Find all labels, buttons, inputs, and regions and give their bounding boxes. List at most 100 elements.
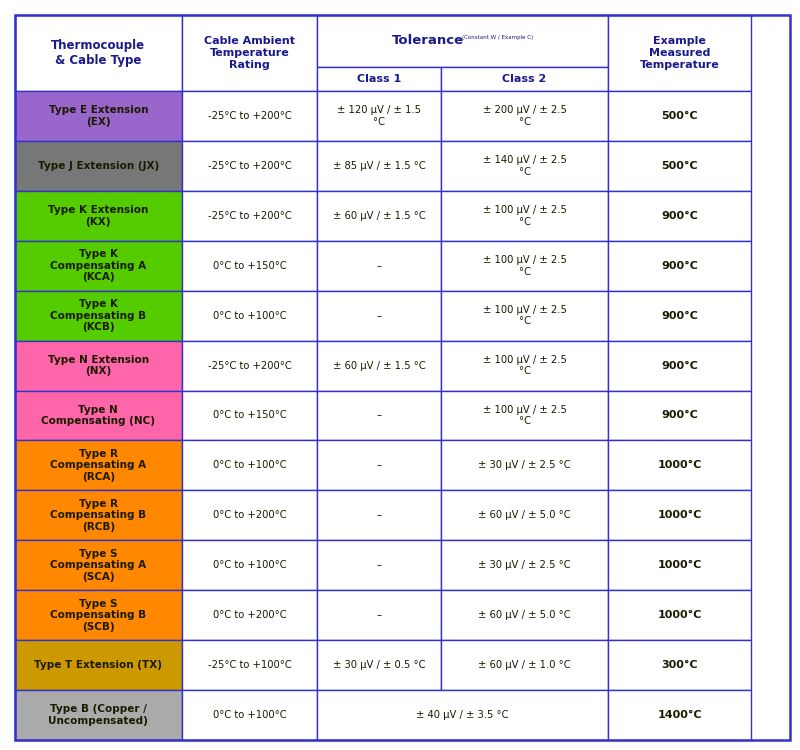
Bar: [15, 690, 182, 740]
Bar: [608, 15, 751, 91]
Bar: [318, 67, 442, 91]
Bar: [182, 141, 318, 190]
Bar: [608, 440, 751, 491]
Text: Type J Extension (JX): Type J Extension (JX): [38, 161, 159, 171]
Bar: [318, 340, 442, 391]
Text: 500°C: 500°C: [662, 161, 698, 171]
Bar: [608, 340, 751, 391]
Bar: [15, 190, 182, 241]
Bar: [182, 540, 318, 590]
Bar: [608, 590, 751, 640]
Bar: [15, 590, 182, 640]
Bar: [318, 141, 442, 190]
Text: ± 100 μV / ± 2.5
°C: ± 100 μV / ± 2.5 °C: [482, 255, 566, 277]
Text: -25°C to +200°C: -25°C to +200°C: [207, 211, 291, 220]
Text: 0°C to +150°C: 0°C to +150°C: [213, 261, 286, 271]
Text: 0°C to +200°C: 0°C to +200°C: [213, 610, 286, 620]
Bar: [15, 141, 182, 190]
Text: 0°C to +100°C: 0°C to +100°C: [213, 560, 286, 570]
Bar: [182, 391, 318, 440]
Text: ± 85 μV / ± 1.5 °C: ± 85 μV / ± 1.5 °C: [333, 161, 426, 171]
Text: 0°C to +100°C: 0°C to +100°C: [213, 310, 286, 321]
Text: 1400°C: 1400°C: [658, 710, 702, 720]
Text: 900°C: 900°C: [661, 361, 698, 370]
Text: Type N
Compensating (NC): Type N Compensating (NC): [42, 405, 155, 426]
Bar: [318, 590, 442, 640]
Text: Type B (Copper /
Uncompensated): Type B (Copper / Uncompensated): [48, 704, 148, 726]
Text: Cable Ambient
Temperature
Rating: Cable Ambient Temperature Rating: [204, 37, 295, 70]
Text: 500°C: 500°C: [662, 111, 698, 121]
Text: -25°C to +100°C: -25°C to +100°C: [207, 660, 291, 670]
Text: Type K
Compensating A
(KCA): Type K Compensating A (KCA): [50, 249, 146, 282]
Text: –: –: [377, 510, 382, 520]
Bar: [15, 291, 182, 340]
Text: –: –: [377, 310, 382, 321]
Text: ± 40 μV / ± 3.5 °C: ± 40 μV / ± 3.5 °C: [416, 710, 509, 720]
Bar: [15, 640, 182, 690]
Bar: [15, 490, 182, 540]
Bar: [318, 440, 442, 491]
Text: ± 100 μV / ± 2.5
°C: ± 100 μV / ± 2.5 °C: [482, 205, 566, 226]
Text: Type S
Compensating B
(SCB): Type S Compensating B (SCB): [50, 598, 146, 632]
Bar: [608, 490, 751, 540]
Bar: [608, 241, 751, 291]
Text: Type S
Compensating A
(SCA): Type S Compensating A (SCA): [50, 549, 146, 582]
Bar: [182, 241, 318, 291]
Bar: [608, 190, 751, 241]
Bar: [442, 440, 608, 491]
Text: ± 100 μV / ± 2.5
°C: ± 100 μV / ± 2.5 °C: [482, 405, 566, 426]
Bar: [608, 91, 751, 141]
Bar: [608, 690, 751, 740]
Text: 900°C: 900°C: [661, 261, 698, 271]
Text: Tolerance: Tolerance: [392, 34, 464, 47]
Bar: [182, 640, 318, 690]
Text: 300°C: 300°C: [662, 660, 698, 670]
Text: 1000°C: 1000°C: [658, 510, 702, 520]
Bar: [182, 291, 318, 340]
Text: Example
Measured
Temperature: Example Measured Temperature: [640, 37, 719, 70]
Bar: [15, 15, 182, 91]
Bar: [182, 190, 318, 241]
Bar: [442, 91, 608, 141]
Bar: [442, 490, 608, 540]
Text: ± 60 μV / ± 1.5 °C: ± 60 μV / ± 1.5 °C: [333, 361, 426, 370]
Text: Type R
Compensating A
(RCA): Type R Compensating A (RCA): [50, 448, 146, 482]
Bar: [15, 440, 182, 491]
Bar: [15, 540, 182, 590]
Bar: [182, 91, 318, 141]
Bar: [318, 490, 442, 540]
Bar: [182, 15, 318, 91]
Text: 900°C: 900°C: [661, 310, 698, 321]
Text: Type N Extension
(NX): Type N Extension (NX): [48, 355, 149, 376]
Text: 900°C: 900°C: [661, 211, 698, 220]
Bar: [15, 91, 182, 141]
Bar: [442, 391, 608, 440]
Bar: [318, 690, 608, 740]
Text: ± 60 μV / ± 5.0 °C: ± 60 μV / ± 5.0 °C: [478, 510, 571, 520]
Text: Type E Extension
(EX): Type E Extension (EX): [49, 105, 148, 127]
Bar: [442, 67, 608, 91]
Text: 1000°C: 1000°C: [658, 560, 702, 570]
Text: -25°C to +200°C: -25°C to +200°C: [207, 361, 291, 370]
Bar: [442, 141, 608, 190]
Bar: [608, 141, 751, 190]
Bar: [442, 640, 608, 690]
Text: –: –: [377, 261, 382, 271]
Bar: [608, 640, 751, 690]
Text: (Constant W / Example C): (Constant W / Example C): [462, 35, 533, 40]
Text: 1000°C: 1000°C: [658, 610, 702, 620]
Text: Type R
Compensating B
(RCB): Type R Compensating B (RCB): [50, 499, 146, 532]
Bar: [318, 640, 442, 690]
Bar: [442, 540, 608, 590]
Bar: [318, 241, 442, 291]
Bar: [318, 391, 442, 440]
Text: Class 2: Class 2: [502, 74, 546, 84]
Bar: [608, 391, 751, 440]
Text: -25°C to +200°C: -25°C to +200°C: [207, 161, 291, 171]
Text: 900°C: 900°C: [661, 410, 698, 421]
Bar: [182, 340, 318, 391]
Text: ± 100 μV / ± 2.5
°C: ± 100 μV / ± 2.5 °C: [482, 355, 566, 376]
Bar: [318, 91, 442, 141]
Text: 1000°C: 1000°C: [658, 460, 702, 470]
Text: Type K
Compensating B
(KCB): Type K Compensating B (KCB): [50, 299, 146, 332]
